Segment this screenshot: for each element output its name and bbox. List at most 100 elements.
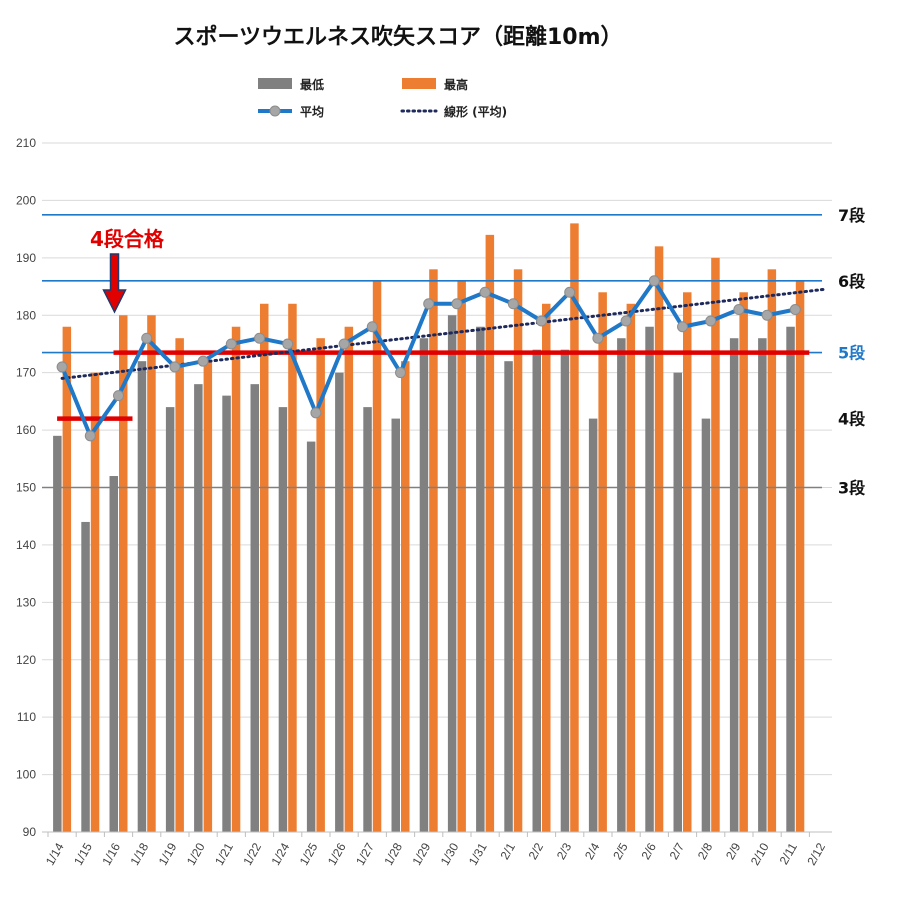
legend-label: 平均 [300,104,324,119]
bar-min [335,372,344,832]
x-tick-label: 1/19 [156,840,180,868]
average-point [282,338,294,350]
y-tick-label: 100 [16,768,36,782]
bar-max [316,338,325,832]
bar-min [222,395,231,832]
x-tick-label: 2/7 [667,840,688,862]
bar-min [476,326,485,832]
bar-max [542,303,551,832]
x-tick-label: 1/27 [353,840,377,868]
bar-min [391,418,400,832]
reference-label: 7段 [838,206,866,225]
x-tick-label: 1/30 [438,840,462,868]
bar-min [447,315,457,832]
x-tick-label: 1/25 [297,840,321,868]
y-tick-label: 170 [16,366,36,380]
bar-max [570,223,579,833]
average-point [113,390,124,402]
x-tick-label: 2/6 [638,840,659,862]
annotation: 4段合格 [90,227,165,314]
reference-label: 3段 [838,479,866,498]
reference-label: 5段 [838,344,866,363]
average-point [761,309,773,321]
y-tick-label: 200 [16,193,36,207]
x-tick-label: 1/28 [381,840,405,868]
bar-max [654,246,664,833]
bar-min [504,361,513,832]
x-tick-label: 2/4 [582,840,603,862]
average-point [507,298,519,310]
bar-min [165,407,175,832]
x-tick-label: 1/21 [212,840,236,868]
bar-min [278,407,288,832]
bar-max [203,361,213,832]
average-point [254,332,265,344]
x-tick-label: 2/3 [554,840,575,862]
x-tick-label: 2/11 [777,840,801,867]
bar-max [90,372,100,832]
average-line [56,275,801,442]
average-point [338,338,350,350]
y-tick-label: 140 [16,538,36,552]
average-point [733,304,745,316]
y-tick-label: 110 [17,710,36,724]
bar-max [401,361,410,832]
x-tick-label: 2/9 [723,840,744,862]
reference-label: 4段 [838,410,866,429]
chart-title: スポーツウエルネス吹矢スコア（距離10m） [173,24,622,50]
average-point [451,298,463,310]
legend-swatch [402,78,436,89]
x-tick-label: 1/29 [409,840,433,868]
y-tick-label: 180 [16,308,36,322]
x-tick-label: 1/15 [71,840,95,868]
y-tick-label: 130 [16,595,36,609]
y-tick-label: 120 [16,653,36,667]
legend-label: 最低 [300,77,324,92]
y-tick-label: 90 [23,825,37,839]
average-point [479,286,491,298]
x-tick-label: 1/24 [268,840,292,868]
bar-min [109,476,118,832]
average-point [677,321,688,333]
bar-min [701,418,711,832]
bar-max [231,326,241,832]
x-tick-label: 1/26 [325,840,349,868]
x-tick-label: 1/20 [184,840,208,868]
bar-min [363,407,372,832]
average-point [705,315,717,327]
x-tick-label: 1/16 [99,840,123,868]
x-tick-label: 1/31 [466,840,490,868]
x-tick-label: 2/10 [748,840,772,868]
average-point [169,361,181,373]
bar-min [532,349,541,832]
bar-max [62,326,72,832]
reference-label: 6段 [838,272,866,291]
bar-max [795,280,805,832]
x-tick-label: 1/18 [127,840,151,868]
bar-min [673,372,682,832]
bar-min [53,435,62,832]
bar-max [260,303,269,832]
bar-max [147,315,156,832]
bar-max [372,280,382,832]
bar-max [429,269,438,833]
bar-min [306,441,316,832]
x-tick-label: 1/14 [43,840,67,868]
x-tick-label: 2/8 [695,840,716,862]
bar-min [729,338,739,832]
average-point [197,355,209,367]
bar-min [81,521,90,832]
bar-min [645,326,654,832]
bar-max [711,257,720,832]
average-point [592,332,604,344]
bar-min [194,384,203,832]
legend-label: 最高 [444,77,468,92]
bar-max [739,292,748,832]
bar-max [485,234,495,832]
annotation-text: 4段合格 [90,227,165,251]
y-tick-label: 190 [16,251,36,265]
x-tick-label: 2/5 [610,840,631,862]
legend-marker [269,105,281,117]
bar-min [560,349,570,832]
